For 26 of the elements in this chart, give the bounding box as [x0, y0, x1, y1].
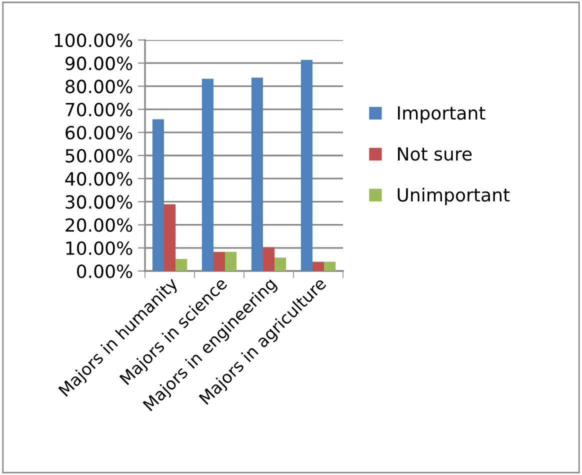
- bar: [262, 247, 275, 271]
- y-tick-label: 90.00%: [65, 56, 132, 70]
- legend-label: Unimportant: [398, 188, 510, 206]
- bar: [164, 204, 176, 271]
- y-tick-label: 100.00%: [54, 33, 132, 48]
- bar: [251, 78, 263, 271]
- bar: [324, 262, 336, 271]
- bar: [274, 258, 286, 271]
- bar: [300, 60, 312, 271]
- y-tick-label: 10.00%: [66, 241, 132, 256]
- y-tick-label: 50.00%: [66, 148, 132, 163]
- legend-label: Not sure: [398, 147, 472, 161]
- bar: [152, 119, 164, 271]
- y-tick-label: 40.00%: [65, 172, 132, 186]
- y-tick-label: 60.00%: [66, 126, 132, 140]
- y-tick-label: 30.00%: [66, 195, 132, 209]
- y-tick-label: 80.00%: [66, 80, 132, 94]
- bar: [312, 262, 324, 271]
- y-tick-label: 20.00%: [66, 218, 132, 232]
- legend-label: Important: [398, 106, 486, 124]
- bar: [202, 78, 214, 271]
- bar: [213, 252, 226, 271]
- bar: [176, 258, 188, 271]
- y-tick-label: 70.00%: [66, 102, 132, 116]
- bar: [225, 252, 237, 271]
- y-tick-label: 0.00%: [77, 264, 132, 278]
